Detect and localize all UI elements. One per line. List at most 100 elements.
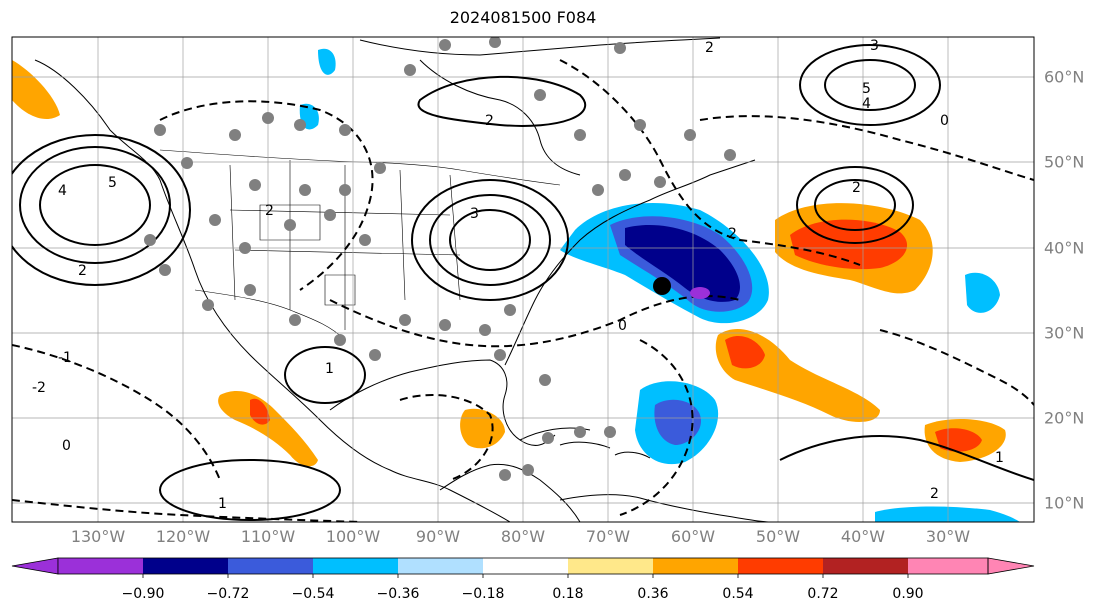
- contour-label-0-east: 0: [940, 113, 949, 129]
- contour-label-minus2-west: -2: [32, 380, 46, 396]
- colorbar-right-extension: [987, 557, 1035, 575]
- lat-label-20n: 20°N: [1044, 408, 1085, 428]
- contour-dashed-8: [399, 394, 494, 481]
- lat-label-50n: 50°N: [1044, 152, 1085, 172]
- anomaly-positive-eastatlantic-core: [935, 428, 982, 452]
- contour-dashed-4: [12, 344, 221, 481]
- colorbar-tick-label: −0.54: [291, 586, 335, 602]
- colorbar-segment-8: [653, 558, 738, 574]
- contour-label-2-atlantic: 2: [728, 226, 737, 242]
- lon-label-50w: 50°W: [755, 527, 801, 546]
- anomaly-positive-northatlantic-core: [790, 219, 908, 270]
- colorbar-segment-2: [143, 558, 228, 574]
- contour-dashed-3: [329, 295, 741, 348]
- colorbar-tick-label: −0.36: [376, 586, 420, 602]
- colorbar-tick-label: 0.72: [807, 586, 839, 602]
- contour-dashed-6: [879, 329, 1034, 406]
- contour-labels: 5 4 2 3 2 2 5 4 3 1 1 0 0 -1 -2 2 2 2 2 …: [32, 38, 1004, 512]
- contour-high-pacific-3: [12, 134, 191, 286]
- contour-subtropical: [779, 435, 1034, 481]
- lon-label-90w: 90°W: [415, 527, 461, 546]
- contour-dashed-9: [699, 115, 1034, 181]
- anomaly-fills: [12, 48, 1020, 522]
- colorbar-segment-9: [738, 558, 823, 574]
- us-canada-border: [159, 149, 561, 186]
- purple-core-blob: [690, 287, 710, 299]
- contour-label-5-greenland: 5: [862, 81, 871, 97]
- lon-label-120w: 120°W: [155, 527, 211, 546]
- colorbar-segment-7: [568, 558, 653, 574]
- state-lines: [229, 160, 461, 330]
- colorbar-segment-11: [908, 558, 988, 574]
- colorbar-segment-4: [313, 558, 398, 574]
- contour-label-0-atlantic: 0: [618, 318, 627, 334]
- map-title: 2024081500 F084: [449, 8, 597, 27]
- lat-label-10n: 10°N: [1044, 493, 1085, 513]
- map-frame: [11, 36, 1035, 523]
- colorbar: [11, 557, 1035, 578]
- lon-label-30w: 30°W: [925, 527, 971, 546]
- contour-label-1-eastatlantic: 1: [995, 450, 1004, 466]
- contours-dashed: [12, 59, 1034, 522]
- contour-greenland-2: [799, 44, 941, 126]
- anomaly-negative-caribbean-core: [654, 399, 701, 445]
- colorbar-tick-label: 0.90: [892, 586, 924, 602]
- lon-label-100w: 100°W: [325, 527, 381, 546]
- colorbar-segment-5: [398, 558, 483, 574]
- colorbar-tick-label: −0.18: [461, 586, 505, 602]
- colorbar-left-extension: [11, 557, 59, 575]
- anomaly-negative-westcoast: [318, 48, 336, 75]
- colorbar-segment-1: [58, 558, 143, 574]
- contours-solid: [12, 44, 1034, 521]
- storm-center-marker: [653, 277, 671, 295]
- contour-label-minus1-west: -1: [58, 350, 72, 366]
- contour-north-atlantic-2: [796, 166, 914, 244]
- contour-label-4-pacific: 4: [58, 183, 67, 199]
- south-america: [559, 494, 771, 522]
- political-borders: [159, 149, 561, 341]
- contour-label-2-arctic: 2: [485, 113, 494, 129]
- contour-dashed-2: [559, 59, 861, 266]
- contour-label-5-pacific: 5: [108, 175, 117, 191]
- anomaly-positive-midatlantic-core: [725, 335, 765, 369]
- colorbar-ticks: [142, 574, 909, 578]
- anomaly-negative-bottom: [875, 506, 1020, 522]
- contour-north-atlantic-1: [814, 179, 896, 231]
- hudson-bay: [419, 59, 581, 176]
- anomaly-positive-northwest: [12, 60, 60, 120]
- contour-low-central-3: [411, 179, 569, 301]
- anomaly-positive-gulf: [460, 408, 505, 449]
- lon-label-130w: 130°W: [70, 527, 126, 546]
- contour-high-pacific-2: [19, 146, 171, 264]
- contour-low-central-2: [429, 194, 551, 286]
- contour-label-1-mexico: 1: [325, 361, 334, 377]
- anomaly-negative-eastatlantic: [965, 272, 1000, 313]
- lat-label-30n: 30°N: [1044, 323, 1085, 343]
- colorbar-segment-3: [228, 558, 313, 574]
- lat-label-40n: 40°N: [1044, 238, 1085, 258]
- colorbar-frame: [57, 557, 989, 575]
- colorbar-tick-label: 0.36: [637, 586, 669, 602]
- contour-label-2-northatlantic: 2: [852, 180, 861, 196]
- lon-label-60w: 60°W: [670, 527, 716, 546]
- colorbar-tick-label: −0.72: [206, 586, 250, 602]
- contour-label-1-pacific: 1: [218, 496, 227, 512]
- contour-high-pacific-1: [39, 164, 151, 246]
- colorbar-tick-label: 0.54: [722, 586, 754, 602]
- contour-label-4-greenland: 4: [862, 96, 871, 112]
- contour-label-3-greenland: 3: [870, 38, 879, 54]
- contour-low-central-1: [449, 209, 531, 271]
- north-america-coast: [34, 59, 511, 522]
- colorbar-tick-label: −0.90: [121, 586, 165, 602]
- contour-mexico-high: [284, 346, 366, 404]
- contour-label-2-pacific: 2: [78, 263, 87, 279]
- lat-label-60n: 60°N: [1044, 67, 1085, 87]
- contour-arctic: [417, 75, 587, 127]
- anomaly-negative-atlantic-deep: [625, 224, 740, 302]
- contour-pacific-south: [159, 459, 341, 521]
- contour-label-2-north: 2: [705, 40, 714, 56]
- contour-dashed-5: [619, 339, 694, 516]
- contour-greenland-1: [824, 59, 916, 111]
- east-coast: [504, 159, 756, 366]
